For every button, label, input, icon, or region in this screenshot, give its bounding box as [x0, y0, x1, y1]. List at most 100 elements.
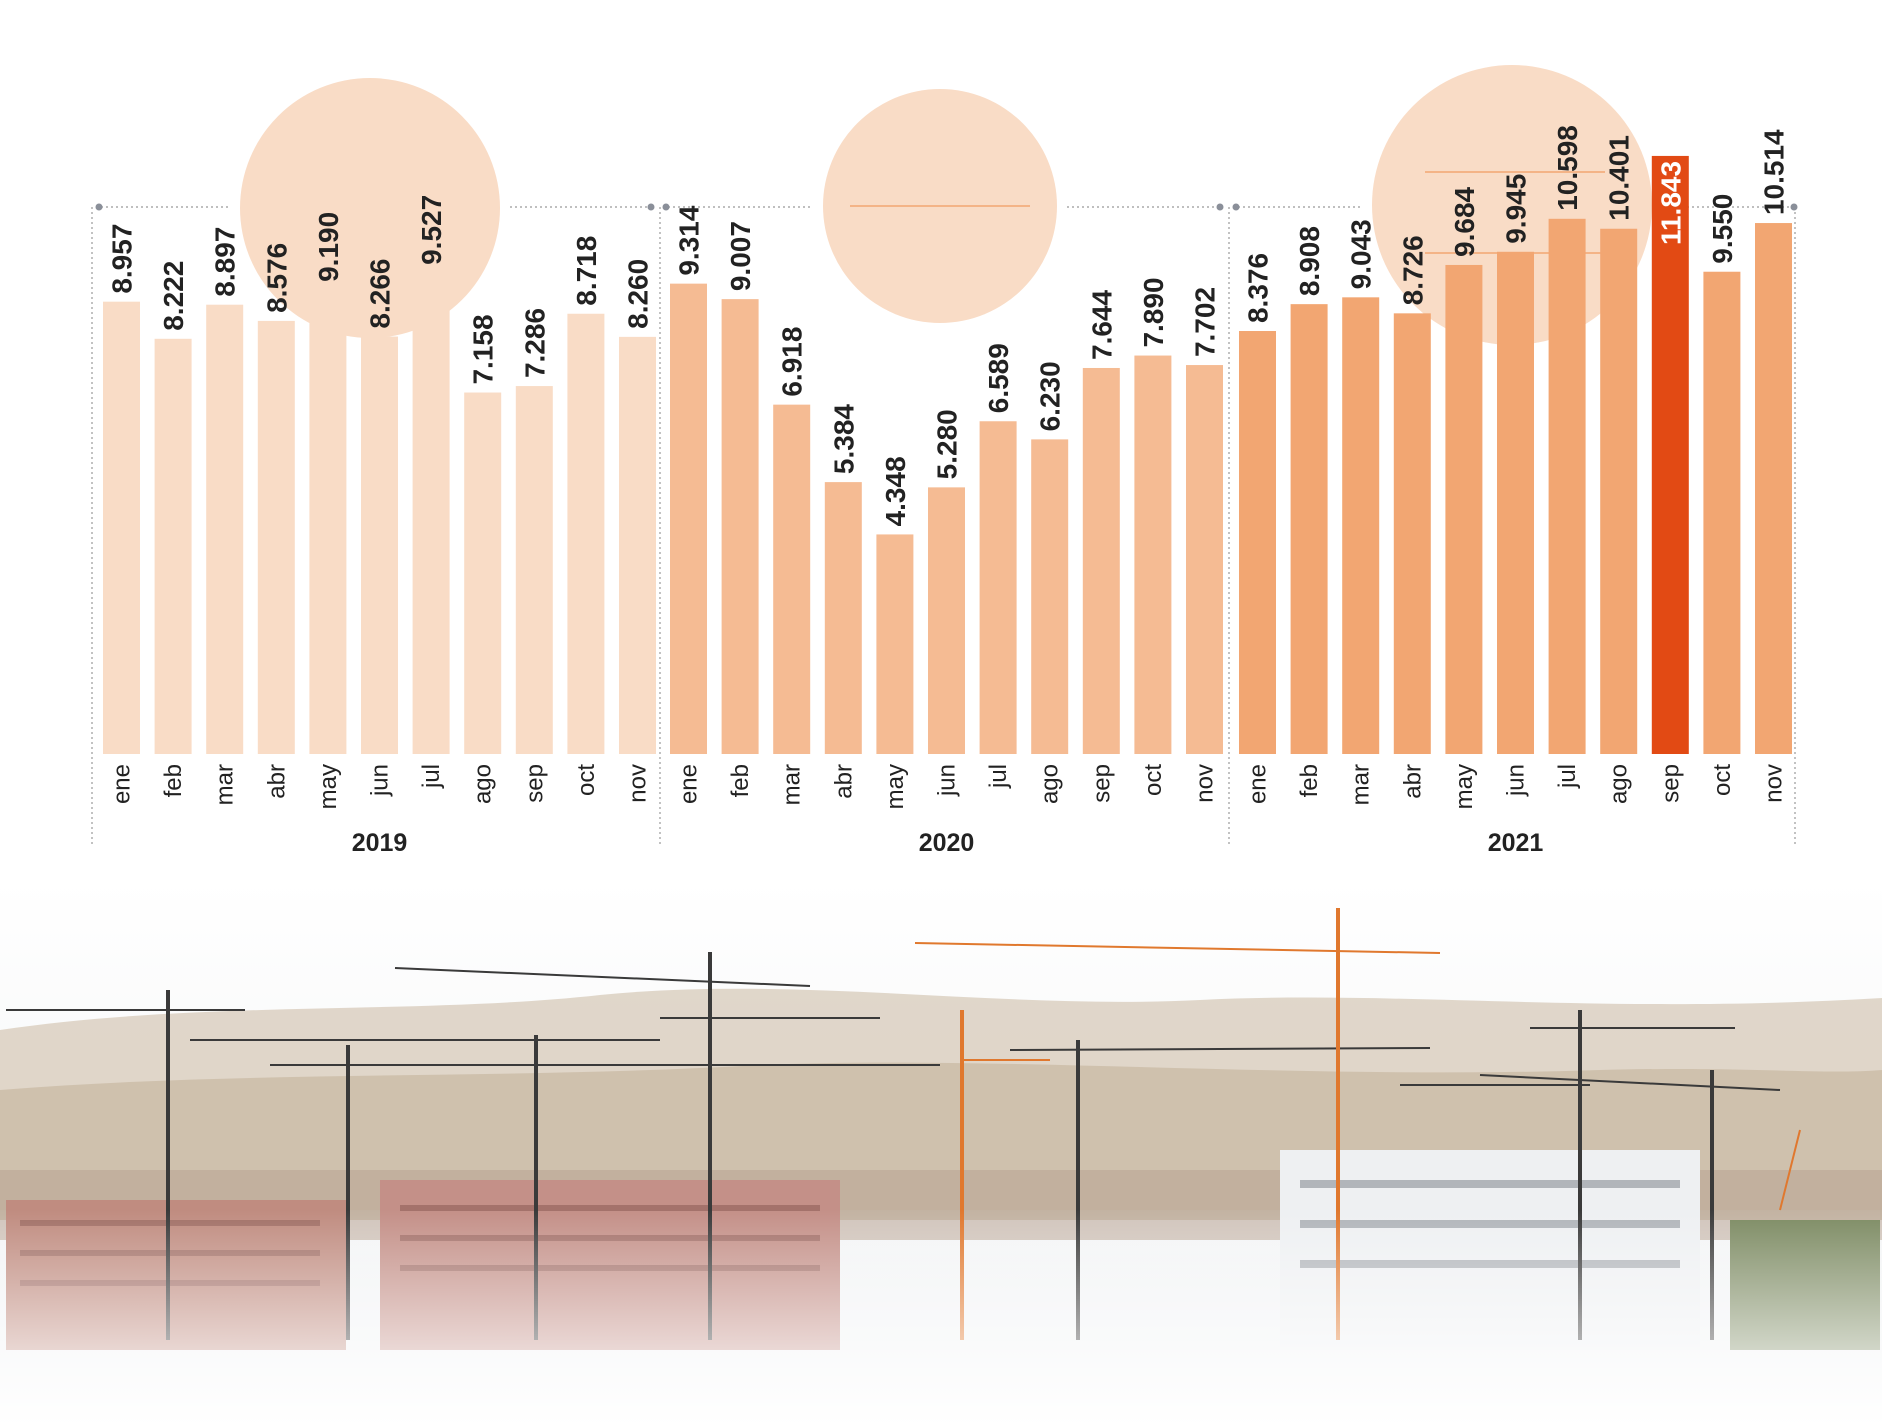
month-label: abr [1399, 764, 1426, 799]
month-label: abr [830, 764, 857, 799]
bar-2019-ene [103, 301, 140, 754]
value-label: 10.598 [1552, 125, 1583, 211]
value-label: 6.230 [1035, 361, 1066, 431]
bar-2020-jul [979, 421, 1017, 754]
bar-2019-ago [464, 392, 502, 754]
construction-cranes-photo [0, 880, 1882, 1426]
bar-2019-oct [567, 313, 605, 754]
month-label: abr [263, 764, 290, 799]
value-label: 9.527 [416, 195, 447, 265]
month-label: jul [418, 764, 445, 789]
value-label: 7.890 [1138, 277, 1169, 347]
month-label: may [882, 764, 909, 809]
bar-2020-nov [1186, 365, 1223, 754]
year-label-2019: 2019 [352, 829, 408, 857]
value-label: 7.286 [519, 308, 550, 378]
value-label: 9.684 [1449, 186, 1480, 256]
bar-2019-may [309, 289, 347, 754]
month-label: ene [676, 764, 703, 804]
value-label: 10.401 [1604, 135, 1635, 221]
value-label: 8.908 [1294, 226, 1325, 296]
bar-2021-ago [1600, 228, 1638, 754]
month-label: jun [1503, 764, 1530, 797]
bar-2021-sep [1651, 155, 1689, 755]
value-label: 9.550 [1707, 194, 1738, 264]
bar-2020-ago [1031, 439, 1069, 754]
bar-2020-ene [670, 283, 707, 754]
bar-2020-sep [1082, 367, 1120, 754]
month-label: oct [573, 764, 600, 796]
bar-2021-abr [1393, 313, 1431, 754]
month-label: jul [1554, 764, 1581, 789]
month-label: nov [625, 764, 652, 803]
connector-dot [95, 203, 103, 211]
bar-2021-mar [1342, 297, 1380, 754]
month-label: mar [1348, 764, 1375, 805]
value-label: 9.945 [1501, 174, 1532, 244]
value-label: 9.043 [1346, 219, 1377, 289]
value-label: 8.376 [1243, 253, 1274, 323]
value-label: 6.589 [983, 343, 1014, 413]
month-label: may [315, 764, 342, 809]
bar-2019-abr [257, 320, 295, 754]
month-label: jun [367, 764, 394, 797]
value-label: 5.384 [828, 404, 859, 474]
month-label: feb [727, 764, 754, 797]
value-label: 9.314 [674, 205, 705, 275]
connector-dot [647, 203, 655, 211]
bar-2019-sep [515, 386, 553, 754]
bar-2019-mar [206, 304, 244, 754]
value-label: 8.266 [365, 258, 396, 328]
month-label: ago [1606, 764, 1633, 804]
connector-dot [1216, 203, 1224, 211]
month-label: sep [521, 764, 548, 803]
value-label: 11.843 [1655, 161, 1686, 245]
month-label: feb [160, 764, 187, 797]
bar-2020-mar [773, 404, 811, 754]
month-label: sep [1088, 764, 1115, 803]
month-label: nov [1761, 764, 1788, 803]
bar-chart: 8.957 ene 8.222 feb 8.897 mar 8.576 abr 9.190 may… [91, 65, 1798, 857]
value-label: 8.260 [623, 259, 654, 329]
bar-2020-feb [721, 299, 759, 754]
bar-2019-feb [154, 338, 192, 754]
bar-2020-may [876, 534, 914, 754]
value-label: 8.726 [1397, 235, 1428, 305]
connector-dot [662, 203, 670, 211]
value-label: 8.718 [571, 236, 602, 306]
value-label: 8.222 [158, 261, 189, 331]
value-label: 7.644 [1086, 289, 1117, 359]
bar-2020-abr [824, 482, 862, 754]
bar-2020-oct [1134, 355, 1172, 754]
value-label: 10.514 [1759, 129, 1790, 215]
value-label: 6.918 [777, 327, 808, 397]
month-label: ago [1037, 764, 1064, 804]
month-label: ene [109, 764, 136, 804]
bar-2019-nov [619, 336, 656, 754]
value-label: 9.007 [725, 221, 756, 291]
month-label: nov [1192, 764, 1219, 803]
value-label: 8.957 [107, 224, 138, 294]
bar-2019-jul [412, 272, 450, 754]
month-label: ago [470, 764, 497, 804]
bar-2020-jun [928, 487, 965, 754]
month-label: sep [1657, 764, 1684, 803]
value-label: 9.190 [313, 212, 344, 282]
value-label: 5.280 [932, 409, 963, 479]
month-label: jul [985, 764, 1012, 789]
month-label: mar [779, 764, 806, 805]
value-label: 7.702 [1190, 287, 1221, 357]
bar-2021-oct [1703, 271, 1741, 754]
value-label: 7.158 [468, 314, 499, 384]
month-label: oct [1709, 764, 1736, 796]
bar-2021-jun [1497, 251, 1534, 754]
year-label-2020: 2020 [919, 829, 975, 857]
bar-2021-feb [1290, 304, 1328, 754]
bar-2021-nov [1755, 223, 1792, 755]
value-label: 8.576 [261, 243, 292, 313]
month-label: feb [1296, 764, 1323, 797]
bar-2021-jul [1548, 218, 1586, 754]
month-label: jun [934, 764, 961, 797]
month-label: may [1451, 764, 1478, 809]
month-label: oct [1140, 764, 1167, 796]
